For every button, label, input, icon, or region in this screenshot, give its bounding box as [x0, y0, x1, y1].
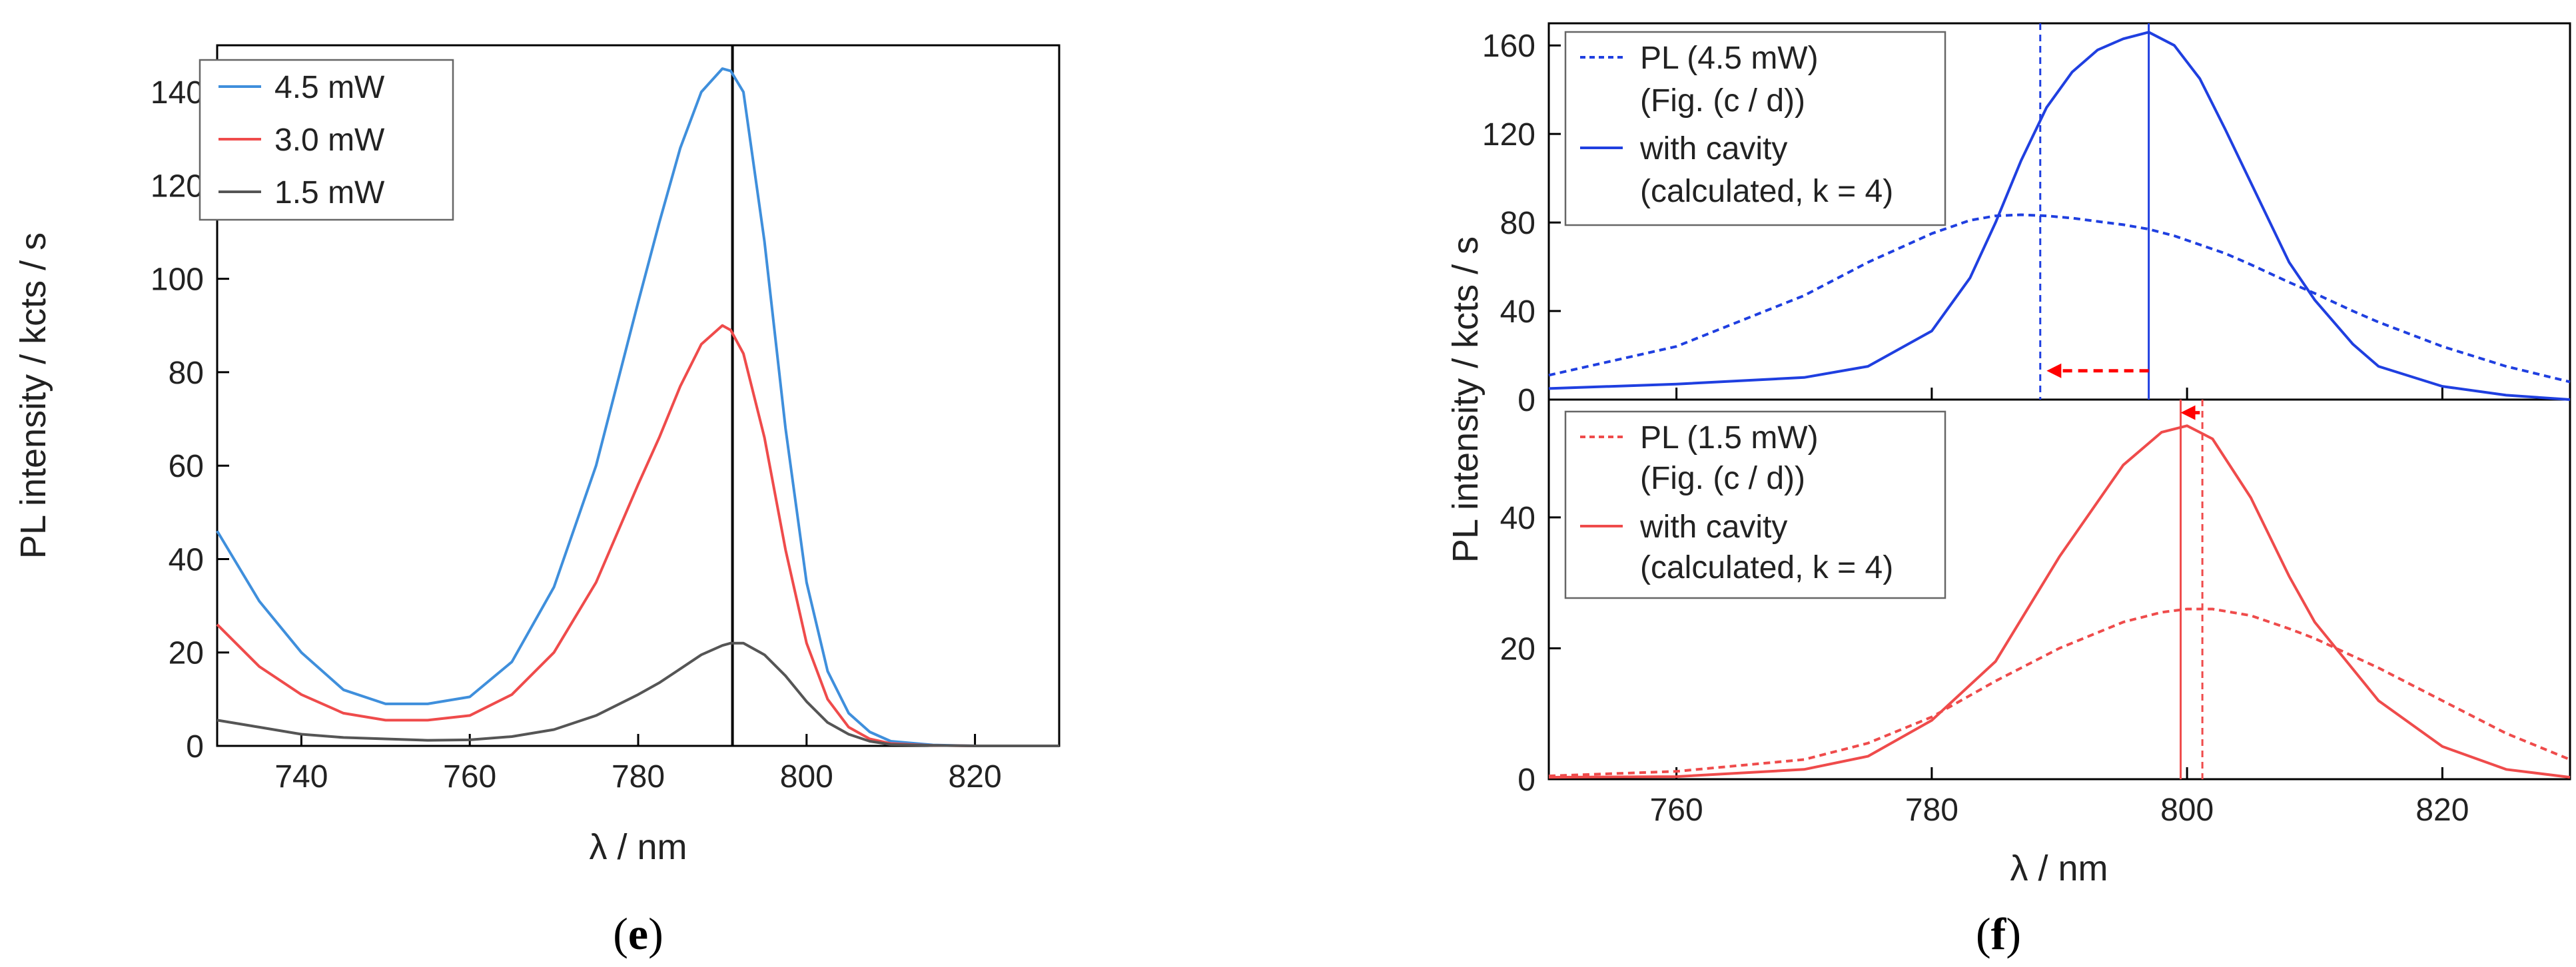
legend-label-pl-1.5mw: PL (1.5 mW) — [1640, 420, 1819, 456]
panel-f-label-open: ( — [1976, 908, 1991, 959]
panel-f-top-ytick-label: 0 — [1517, 383, 1535, 418]
panel-f-vline-layer — [2039, 23, 2204, 779]
legend-label-3.0mw: 3.0 mW — [274, 123, 385, 158]
panel-e-xtick-label: 760 — [443, 759, 496, 795]
panel-f-bottom-legend: PL (1.5 mW) (Fig. (c / d)) with cavity (… — [1564, 410, 1946, 599]
panel-e-xtick-label: 740 — [274, 759, 328, 795]
panel-e-legend: 4.5 mW 3.0 mW 1.5 mW — [199, 59, 454, 221]
panel-f-top-legend-box — [1564, 31, 1946, 226]
legend-label-pl-4.5mw-line2: (Fig. (c / d)) — [1640, 83, 1805, 119]
panel-f-bottom-series-pl — [1548, 607, 2571, 778]
panel-f-arrow-layer — [2046, 363, 2200, 420]
panel-e-axes: 740 760 780 800 820 0 20 40 60 80 100 120 140 — [151, 75, 1002, 795]
panel-e-label-letter: e — [628, 908, 648, 959]
panel-e-ytick-label: 40 — [169, 542, 204, 577]
panel-e-xtick-label: 820 — [949, 759, 1002, 795]
legend-label-pl-4.5mw: PL (4.5 mW) — [1640, 41, 1819, 76]
panel-f-xtick-label: 760 — [1650, 793, 1703, 828]
panel-e-xtick-label: 780 — [612, 759, 665, 795]
panel-f-top-ytick-label: 80 — [1500, 206, 1535, 241]
panel-f-top-legend: PL (4.5 mW) (Fig. (c / d)) with cavity (… — [1564, 31, 1946, 226]
legend-label-cavity-top-line2: (calculated, k = 4) — [1640, 174, 1893, 209]
panel-e-series-1.5mw — [216, 641, 1059, 747]
legend-label-cavity-top: with cavity — [1639, 131, 1787, 166]
panel-f-bottom-ytick-label: 20 — [1500, 631, 1535, 667]
panel-e-ytick-label: 80 — [169, 356, 204, 391]
panel-f-top-ytick-label: 40 — [1500, 294, 1535, 330]
panel-f-series-layer — [1548, 31, 2571, 779]
panel-e-ytick-label: 120 — [151, 168, 204, 204]
panel-f-top-ytick-label: 120 — [1482, 117, 1535, 153]
panel-e-ytick-label: 0 — [186, 729, 204, 765]
panel-f-label: (f) — [1976, 908, 2021, 959]
panel-f-bottom-frame — [1547, 398, 2571, 781]
panel-f-xlabel: λ / nm — [2010, 848, 2108, 888]
legend-label-cavity-bottom: with cavity — [1639, 509, 1787, 545]
panel-f-bottom-legend-box — [1564, 410, 1946, 599]
panel-f-top-shift-arrowhead — [2046, 363, 2062, 378]
legend-label-1.5mw: 1.5 mW — [274, 175, 385, 210]
panel-e-series-3.0mw — [216, 324, 1059, 747]
legend-label-cavity-bottom-line2: (calculated, k = 4) — [1640, 550, 1893, 585]
panel-f-bottom-ytick-label: 0 — [1517, 763, 1535, 798]
panel-e-ylabel: PL intensity / kcts / s — [13, 232, 53, 559]
panel-f-label-letter: f — [1991, 908, 2007, 959]
panel-f-xtick-label: 780 — [1905, 793, 1958, 828]
panel-f: 760 780 800 820 0 40 80 120 160 0 20 40 λ / nm PL i… — [1446, 22, 2571, 959]
panel-e-xtick-label: 800 — [780, 759, 833, 795]
panel-e-series-layer — [216, 67, 1059, 747]
legend-label-4.5mw: 4.5 mW — [274, 70, 385, 105]
panel-e-ytick-label: 140 — [151, 75, 204, 111]
panel-f-top-series-cavity — [1548, 31, 2571, 401]
panel-f-top-ytick-label: 160 — [1482, 29, 1535, 64]
panel-f-bottom-ytick-label: 40 — [1500, 501, 1535, 536]
panel-f-axes: 760 780 800 820 0 40 80 120 160 0 20 40 — [1482, 29, 2469, 828]
panel-f-label-close: ) — [2006, 908, 2021, 959]
panel-e: 740 760 780 800 820 0 20 40 60 80 100 120 140 λ / nm… — [13, 44, 1061, 959]
panel-e-label: (e) — [613, 908, 663, 959]
panel-f-top-series-pl — [1548, 213, 2571, 384]
panel-e-label-open: ( — [613, 908, 628, 959]
panel-e-ytick-label: 100 — [151, 262, 204, 298]
panel-f-xtick-label: 800 — [2160, 793, 2214, 828]
panel-e-label-close: ) — [648, 908, 663, 959]
panel-e-ytick-label: 20 — [169, 636, 204, 671]
panel-f-ylabel: PL intensity / kcts / s — [1446, 236, 1486, 563]
panel-e-series-4.5mw — [216, 67, 1059, 747]
panel-e-xlabel: λ / nm — [589, 827, 687, 867]
panel-f-bottom-series-cavity — [1548, 424, 2571, 779]
legend-label-pl-1.5mw-line2: (Fig. (c / d)) — [1640, 461, 1805, 496]
panel-e-ytick-label: 60 — [169, 449, 204, 484]
panel-f-bottom-shift-arrowhead — [2180, 405, 2196, 420]
panel-f-xtick-label: 820 — [2415, 793, 2469, 828]
